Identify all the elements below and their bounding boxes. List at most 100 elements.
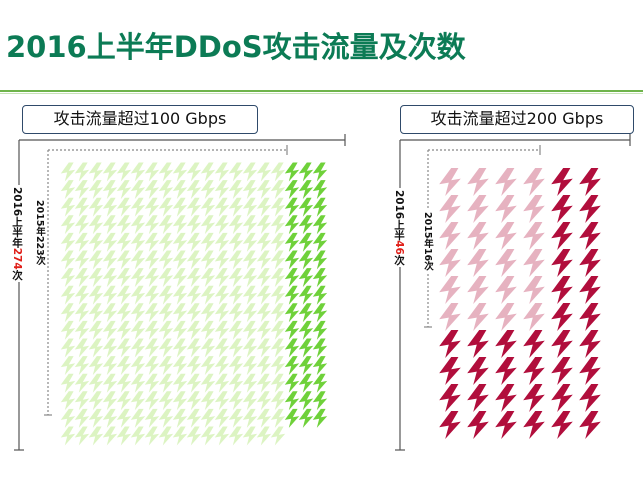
left-bolt-2016 [298,356,314,376]
left-bolt-2016 [312,285,328,305]
left-bolt-2015 [88,197,104,217]
left-bolt-2015 [60,232,76,252]
left-bolt-2015 [88,285,104,305]
left-bolt-2015 [256,250,272,270]
left-bolt-2015 [214,373,230,393]
right-bolt-2015 [467,276,489,304]
left-bolt-2015 [200,232,216,252]
left-bolt-2015 [88,232,104,252]
left-bolt-2016 [284,180,300,200]
right-bolt-2015 [467,249,489,277]
left-bolt-2016 [312,391,328,411]
left-bolt-2015 [172,197,188,217]
left-bolt-2015 [256,268,272,288]
right-bolt-2016 [467,357,489,385]
left-bolt-2015 [116,338,132,358]
left-bolt-2016 [284,268,300,288]
left-bolt-2015 [172,215,188,235]
right-bolt-2016 [495,384,517,412]
left-bolt-2015 [270,356,286,376]
left-bolt-2015 [102,408,118,428]
right-bolt-2016 [579,168,601,196]
left-bolt-2015 [74,426,90,446]
left-bolt-2015 [102,373,118,393]
right-bolt-2016 [523,330,545,358]
left-bolt-2015 [270,250,286,270]
left-bolt-2016 [284,303,300,323]
right-bolt-2016 [467,384,489,412]
left-bolt-2015 [200,320,216,340]
left-bolt-2015 [158,250,174,270]
right-bolt-2016 [551,168,573,196]
left-bolt-2015 [214,268,230,288]
left-bolt-2015 [60,426,76,446]
left-bolt-2015 [88,356,104,376]
right-bolt-2016 [439,384,461,412]
right-bolt-2015 [467,195,489,223]
left-bolt-2015 [270,180,286,200]
left-bolt-2015 [158,197,174,217]
right-bolt-2015 [439,222,461,250]
left-bolt-2015 [102,285,118,305]
left-bolt-2015 [270,303,286,323]
right-bolt-2016 [579,384,601,412]
left-bolt-2015 [130,320,146,340]
right-bolt-2016 [579,357,601,385]
left-bolt-2015 [200,268,216,288]
left-bolt-2015 [144,320,160,340]
right-bolt-2015 [439,276,461,304]
left-bolt-2015 [88,320,104,340]
left-bolt-2015 [200,356,216,376]
left-bolt-2015 [214,285,230,305]
left-bolt-2015 [242,426,258,446]
right-bolt-2016 [439,411,461,439]
left-bolt-2016 [284,320,300,340]
left-bolt-2015 [74,162,90,182]
right-bolt-2016 [551,276,573,304]
right-threshold-label: 攻击流量超过200 Gbps [400,105,634,134]
right-bolt-2015 [495,303,517,331]
left-bolt-2015 [242,268,258,288]
left-bolt-2015 [102,268,118,288]
left-bolt-2015 [172,285,188,305]
title-divider-shadow [0,93,643,94]
left-bolt-2015 [60,373,76,393]
right-bolt-2015 [495,222,517,250]
right-bolt-2016 [579,222,601,250]
left-bolt-2015 [102,338,118,358]
left-bolt-2015 [200,373,216,393]
left-bolt-2015 [270,285,286,305]
left-bolt-2015 [242,303,258,323]
left-bolt-2015 [158,180,174,200]
left-bolt-2015 [200,285,216,305]
left-bolt-2016 [312,250,328,270]
left-bolt-2015 [256,285,272,305]
left-bolt-2015 [102,320,118,340]
left-bolt-2015 [60,303,76,323]
left-bolt-2015 [256,408,272,428]
right-bolt-2016 [551,195,573,223]
left-bolt-2015 [228,356,244,376]
left-bolt-2015 [186,250,202,270]
left-bolt-2015 [214,232,230,252]
left-bolt-2015 [60,391,76,411]
right-bolt-2016 [551,330,573,358]
left-bolt-2015 [228,215,244,235]
left-bolt-2015 [144,215,160,235]
left-bolt-2015 [116,285,132,305]
left-bolt-2016 [284,373,300,393]
left-bolt-2015 [256,338,272,358]
left-bolt-2016 [284,391,300,411]
left-bolt-2015 [88,373,104,393]
left-bolt-2015 [186,215,202,235]
left-bolt-2015 [270,197,286,217]
right-bolt-2016 [467,411,489,439]
left-bolt-2015 [144,180,160,200]
left-bolt-2015 [74,320,90,340]
page-title: 2016上半年DDoS攻击流量及次数 [6,30,466,64]
left-bolt-2015 [144,373,160,393]
right-bolt-2016 [551,303,573,331]
right-bolt-2016 [495,357,517,385]
left-bolt-2016 [298,303,314,323]
left-bolt-2015 [74,215,90,235]
